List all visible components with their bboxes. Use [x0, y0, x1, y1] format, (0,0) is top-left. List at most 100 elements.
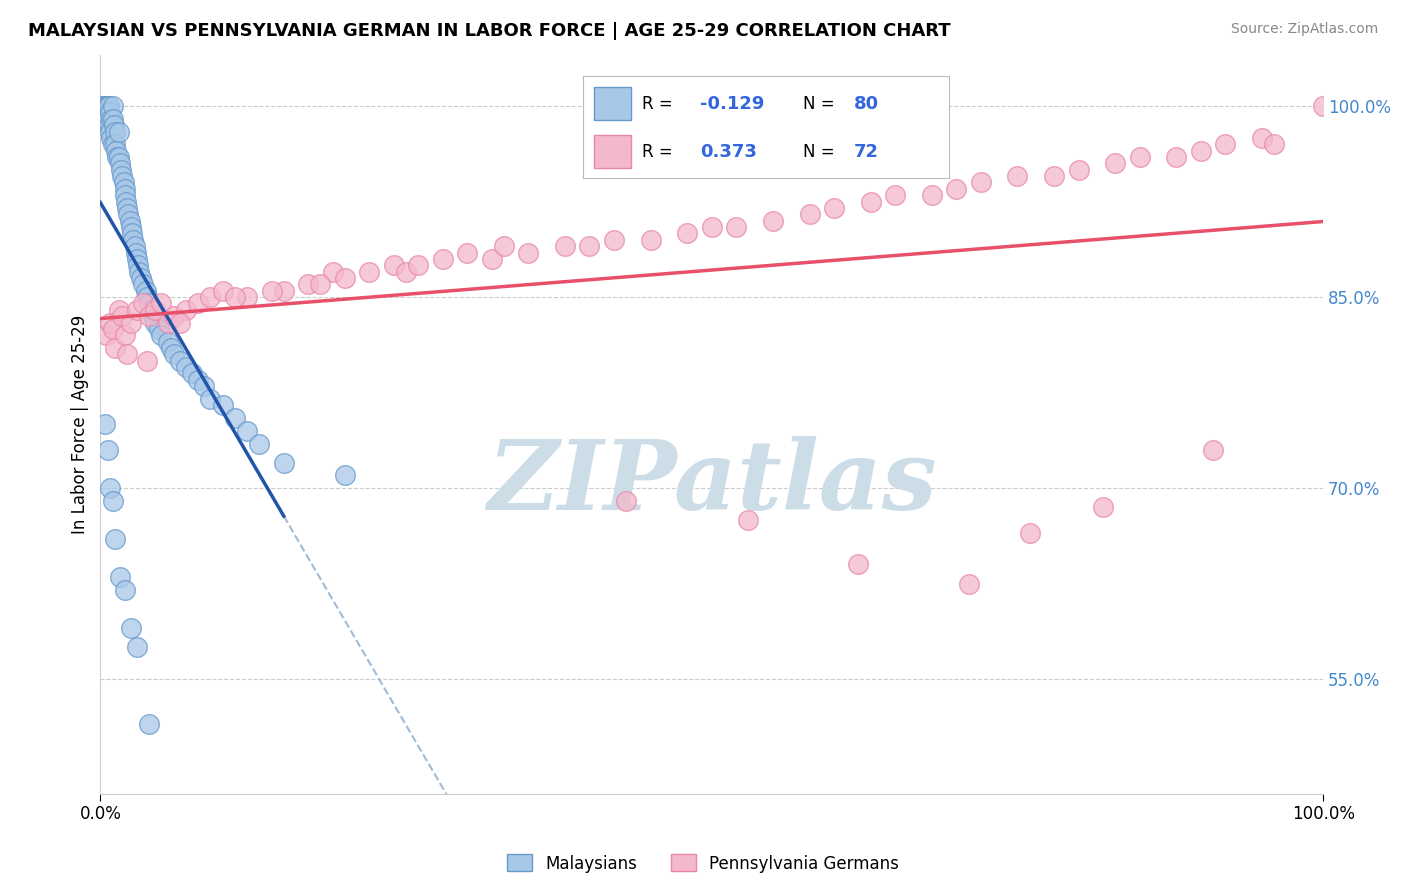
Point	[169, 353, 191, 368]
Point	[128, 264, 150, 278]
Point	[1312, 99, 1334, 113]
Point	[145, 316, 167, 330]
Point	[132, 277, 155, 292]
Point	[260, 284, 283, 298]
Point	[114, 182, 136, 196]
Point	[125, 640, 148, 655]
Text: 72: 72	[853, 143, 879, 161]
Point	[93, 99, 115, 113]
Point	[150, 296, 173, 310]
Point	[97, 105, 120, 120]
Point	[107, 150, 129, 164]
Point	[122, 233, 145, 247]
Point	[101, 493, 124, 508]
Point	[114, 328, 136, 343]
Point	[124, 239, 146, 253]
Point	[1043, 169, 1066, 183]
Point	[359, 264, 381, 278]
Text: 0.373: 0.373	[700, 143, 758, 161]
Point	[135, 284, 157, 298]
Point	[94, 417, 117, 432]
Point	[112, 176, 135, 190]
Point	[107, 302, 129, 317]
Point	[799, 207, 821, 221]
Point	[236, 290, 259, 304]
Point	[108, 156, 131, 170]
Point	[725, 220, 748, 235]
Point	[118, 213, 141, 227]
Point	[762, 213, 785, 227]
Point	[107, 150, 129, 164]
Text: -0.129: -0.129	[700, 95, 765, 112]
Point	[1166, 150, 1188, 164]
Point	[110, 162, 132, 177]
Point	[98, 316, 121, 330]
Point	[125, 252, 148, 266]
Point	[640, 233, 662, 247]
Point	[117, 347, 139, 361]
Point	[156, 334, 179, 349]
Point	[406, 258, 429, 272]
Point	[104, 137, 127, 152]
Point	[98, 105, 121, 120]
Point	[93, 99, 115, 113]
Point	[117, 201, 139, 215]
Point	[138, 296, 160, 310]
Point	[101, 322, 124, 336]
Point	[578, 239, 600, 253]
Point	[481, 252, 503, 266]
Point	[517, 245, 540, 260]
Point	[1251, 131, 1274, 145]
Point	[97, 112, 120, 126]
Point	[848, 558, 870, 572]
Point	[1007, 169, 1029, 183]
Text: N =: N =	[803, 143, 834, 161]
Point	[297, 277, 319, 292]
Text: N =: N =	[803, 95, 834, 112]
Point	[120, 220, 142, 235]
Point	[1189, 144, 1212, 158]
Point	[125, 245, 148, 260]
Point	[108, 570, 131, 584]
Legend: Malaysians, Pennsylvania Germans: Malaysians, Pennsylvania Germans	[501, 847, 905, 880]
Point	[94, 99, 117, 113]
Point	[884, 188, 907, 202]
Point	[211, 398, 233, 412]
Point	[91, 99, 114, 113]
Point	[945, 182, 967, 196]
Point	[333, 468, 356, 483]
Point	[104, 124, 127, 138]
Point	[104, 341, 127, 355]
Point	[148, 322, 170, 336]
Point	[97, 99, 120, 113]
Text: 80: 80	[853, 95, 879, 112]
Point	[603, 233, 626, 247]
Text: R =: R =	[643, 95, 672, 112]
Point	[174, 360, 197, 375]
Point	[96, 328, 118, 343]
Point	[160, 341, 183, 355]
Point	[156, 316, 179, 330]
Point	[125, 302, 148, 317]
Text: Source: ZipAtlas.com: Source: ZipAtlas.com	[1230, 22, 1378, 37]
Point	[614, 493, 637, 508]
Point	[114, 582, 136, 597]
Point	[117, 207, 139, 221]
Point	[1018, 525, 1040, 540]
Point	[129, 271, 152, 285]
Point	[142, 309, 165, 323]
Point	[111, 169, 134, 183]
Point	[145, 302, 167, 317]
Point	[382, 258, 405, 272]
Point	[107, 124, 129, 138]
Point	[103, 118, 125, 132]
Point	[138, 716, 160, 731]
Point	[1104, 156, 1126, 170]
Point	[120, 621, 142, 635]
Text: ZIPatlas: ZIPatlas	[486, 436, 936, 531]
Point	[1129, 150, 1152, 164]
Point	[121, 227, 143, 241]
Point	[105, 144, 128, 158]
Point	[100, 112, 122, 126]
Point	[96, 99, 118, 113]
